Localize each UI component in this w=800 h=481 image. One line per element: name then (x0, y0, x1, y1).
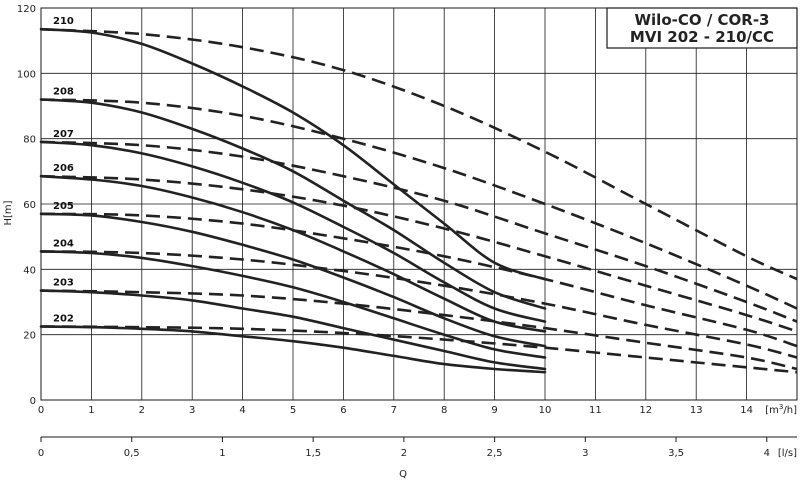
y-tick-label: 100 (17, 69, 36, 80)
x-tick-label: 6 (340, 405, 346, 416)
x-tick-label: 13 (690, 405, 703, 416)
title-line-1: Wilo-CO / COR-3 (634, 11, 769, 29)
x-tick-label: 4 (239, 405, 245, 416)
y-tick-label: 60 (23, 200, 36, 211)
curve-208-dashed (40, 98, 798, 310)
y-axis-label: H[m] (3, 200, 14, 225)
y-tick-label: 40 (23, 265, 36, 276)
curve-202-solid (39, 325, 547, 374)
x-axis-unit-m3h: [m3/h] (765, 403, 797, 416)
curve-202-dashed (40, 325, 798, 374)
series-label-205: 205 (53, 201, 74, 212)
y-tick-label: 80 (23, 135, 36, 146)
y-tick-label: 120 (17, 4, 36, 15)
x-tick-label: 11 (589, 405, 602, 416)
x2-tick-label: 2,5 (487, 448, 503, 459)
x2-tick-label: 2 (401, 448, 407, 459)
curves (39, 27, 798, 374)
x-tick-label: 2 (139, 405, 145, 416)
series-label-210: 210 (53, 16, 74, 27)
x-tick-label: 8 (441, 405, 447, 416)
secondary-x-axis: 0 0,5 1 1,5 2 2,5 3 3,5 4 (38, 436, 797, 459)
title-box: Wilo-CO / COR-3 MVI 202 - 210/CC (606, 7, 798, 49)
series-label-202: 202 (53, 314, 74, 325)
x-tick-label: 12 (639, 405, 652, 416)
curve-204-solid (39, 250, 547, 359)
x2-tick-label: 0,5 (124, 448, 140, 459)
curve-208-solid (39, 98, 547, 310)
x-tick-label: 9 (491, 405, 497, 416)
plot-frame (40, 7, 798, 401)
curve-205-dashed (40, 212, 798, 348)
x-tick-label: 1 (88, 405, 94, 416)
x-tick-label: 10 (539, 405, 552, 416)
x2-tick-label: 4 (764, 448, 770, 459)
series-label-208: 208 (53, 86, 74, 97)
x-tick-label: 14 (740, 405, 753, 416)
x-axis-label: Q (399, 469, 407, 480)
x2-tick-label: 1,5 (305, 448, 321, 459)
curve-207-solid (39, 140, 547, 323)
x-tick-label: 3 (189, 405, 195, 416)
curve-207-dashed (40, 140, 798, 323)
curve-204-dashed (40, 250, 798, 359)
series-label-204: 204 (53, 238, 74, 249)
x2-tick-label: 0 (38, 448, 44, 459)
title-line-2: MVI 202 - 210/CC (630, 28, 774, 46)
curve-205-solid (39, 212, 547, 348)
x-axis-unit-ls: [l/s] (778, 448, 797, 459)
x-tick-label: 0 (38, 405, 44, 416)
curve-206-dashed (40, 174, 798, 333)
curve-203-dashed (40, 289, 798, 371)
series-labels: 210 208 207 206 205 204 203 202 (53, 16, 74, 324)
x2-tick-label: 3,5 (668, 448, 684, 459)
y-tick-label: 0 (30, 396, 36, 407)
x2-tick-label: 3 (582, 448, 588, 459)
series-label-207: 207 (53, 129, 74, 140)
curve-210-solid (39, 27, 547, 281)
x-tick-label: 7 (391, 405, 397, 416)
y-tick-label: 20 (23, 331, 36, 342)
x2-tick-label: 1 (219, 448, 225, 459)
series-label-206: 206 (53, 163, 74, 174)
title-box-frame (606, 7, 798, 49)
x-tick-label: 5 (290, 405, 296, 416)
curve-210-dashed (40, 27, 798, 281)
curve-203-solid (39, 289, 547, 371)
series-label-203: 203 (53, 278, 74, 289)
